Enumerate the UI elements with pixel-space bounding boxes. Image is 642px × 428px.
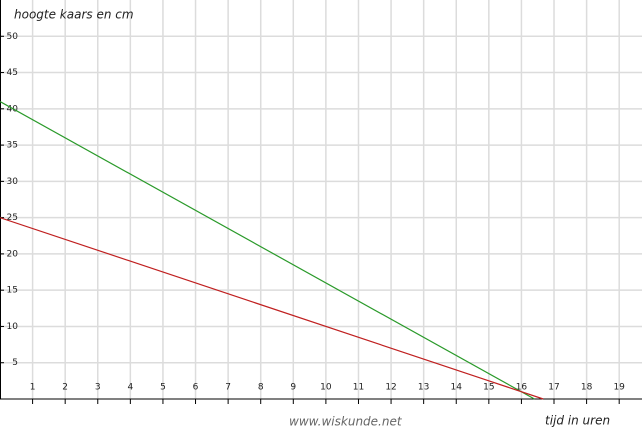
data-line (0, 217, 544, 400)
y-tick-label: 15 (7, 286, 18, 296)
data-line (0, 101, 535, 400)
y-tick-label: 25 (7, 213, 18, 223)
y-tick-label: 20 (7, 249, 19, 259)
x-tick-label: 5 (160, 383, 166, 393)
x-tick-label: 9 (290, 383, 296, 393)
x-tick-label: 18 (581, 383, 593, 393)
x-tick-label: 19 (613, 383, 625, 393)
x-tick-label: 8 (258, 383, 264, 393)
y-tick-label: 30 (7, 177, 19, 187)
x-tick-label: 17 (548, 383, 559, 393)
y-axis-label: hoogte kaars en cm (14, 8, 134, 22)
watermark: www.wiskunde.net (289, 415, 403, 428)
x-tick-label: 7 (225, 383, 231, 393)
y-tick-label: 40 (7, 104, 19, 114)
x-axis-label: tijd in uren (545, 414, 610, 428)
x-tick-label: 12 (385, 383, 396, 393)
x-tick-label: 1 (30, 383, 36, 393)
y-tick-label: 45 (7, 68, 18, 78)
x-tick-label: 4 (127, 383, 133, 393)
y-tick-label: 10 (7, 322, 19, 332)
x-tick-label: 2 (62, 383, 68, 393)
x-tick-label: 6 (193, 383, 199, 393)
x-tick-label: 11 (353, 383, 364, 393)
x-tick-label: 13 (418, 383, 429, 393)
y-tick-label: 50 (7, 32, 19, 42)
y-tick-label: 35 (7, 141, 18, 151)
x-tick-label: 10 (320, 383, 332, 393)
y-tick-label: 5 (12, 358, 18, 368)
x-tick-label: 15 (483, 383, 494, 393)
x-tick-label: 3 (95, 383, 101, 393)
x-tick-label: 16 (516, 383, 528, 393)
x-tick-label: 14 (451, 383, 463, 393)
